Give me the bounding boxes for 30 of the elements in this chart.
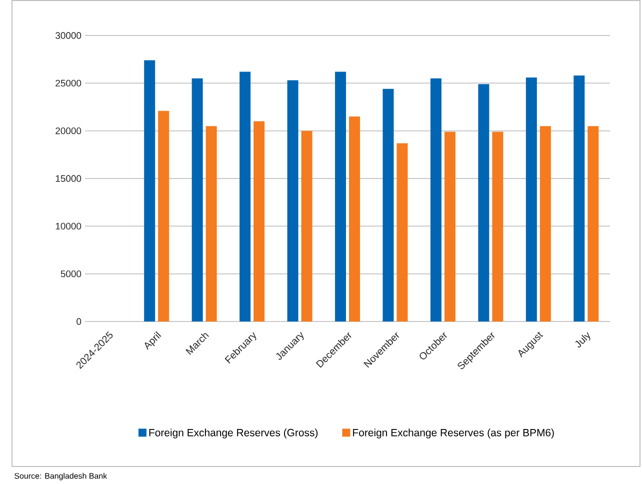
y-tick-label: 25000 (56, 80, 82, 86)
bar (526, 77, 537, 322)
y-tick-label: 0 (76, 318, 82, 325)
legend-label: Foreign Exchange Reserves (Gross) (149, 428, 318, 438)
legend-label: Foreign Exchange Reserves (as per BPM6) (353, 428, 554, 438)
bar (240, 71, 251, 322)
bar (540, 126, 551, 322)
bar (382, 88, 394, 322)
bar (158, 110, 170, 322)
bar (574, 75, 585, 322)
bar (192, 78, 203, 322)
bar (396, 142, 408, 322)
bar (254, 121, 265, 322)
bar (287, 80, 298, 322)
y-tick-label: 10000 (56, 222, 82, 230)
bar (335, 71, 346, 322)
bar (492, 132, 504, 322)
x-tick-label: July (575, 332, 590, 348)
y-tick-label: 5000 (60, 270, 82, 277)
y-tick-label: 20000 (56, 127, 82, 134)
bar (444, 132, 456, 322)
y-tick-label: 15000 (56, 174, 82, 182)
bar (144, 60, 156, 322)
bar (206, 126, 217, 322)
y-tick-label: 30000 (56, 32, 82, 39)
bar (430, 78, 442, 322)
bar (301, 130, 312, 322)
bar (588, 126, 599, 322)
bar (349, 116, 360, 322)
bar (478, 84, 490, 322)
